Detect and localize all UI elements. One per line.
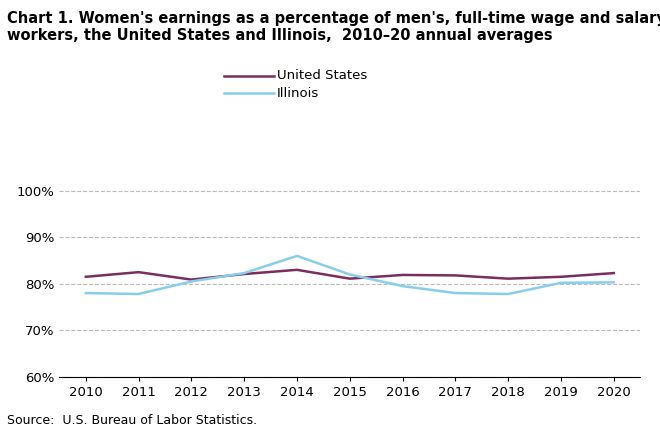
United States [346,276,354,281]
Illinois [293,253,301,259]
United States [82,274,90,279]
Text: United States: United States [277,69,368,82]
Illinois [346,272,354,277]
Illinois [504,291,512,297]
Text: Chart 1. Women's earnings as a percentage of men's, full-time wage and salary: Chart 1. Women's earnings as a percentag… [7,11,660,26]
United States [557,274,565,279]
Illinois [187,279,195,284]
United States [293,267,301,272]
United States [504,276,512,281]
Text: Source:  U.S. Bureau of Labor Statistics.: Source: U.S. Bureau of Labor Statistics. [7,414,257,427]
Illinois [240,271,248,276]
Line: Illinois: Illinois [86,256,614,294]
Text: workers, the United States and Illinois,  2010–20 annual averages: workers, the United States and Illinois,… [7,28,552,43]
United States [399,272,407,278]
United States [135,270,143,275]
Illinois [451,291,459,296]
Illinois [610,280,618,285]
Illinois [557,280,565,285]
Illinois [82,291,90,296]
United States [451,273,459,278]
United States [610,271,618,276]
Text: Illinois: Illinois [277,87,319,100]
United States [187,277,195,282]
Illinois [399,284,407,289]
Line: United States: United States [86,270,614,280]
United States [240,271,248,277]
Illinois [135,291,143,297]
